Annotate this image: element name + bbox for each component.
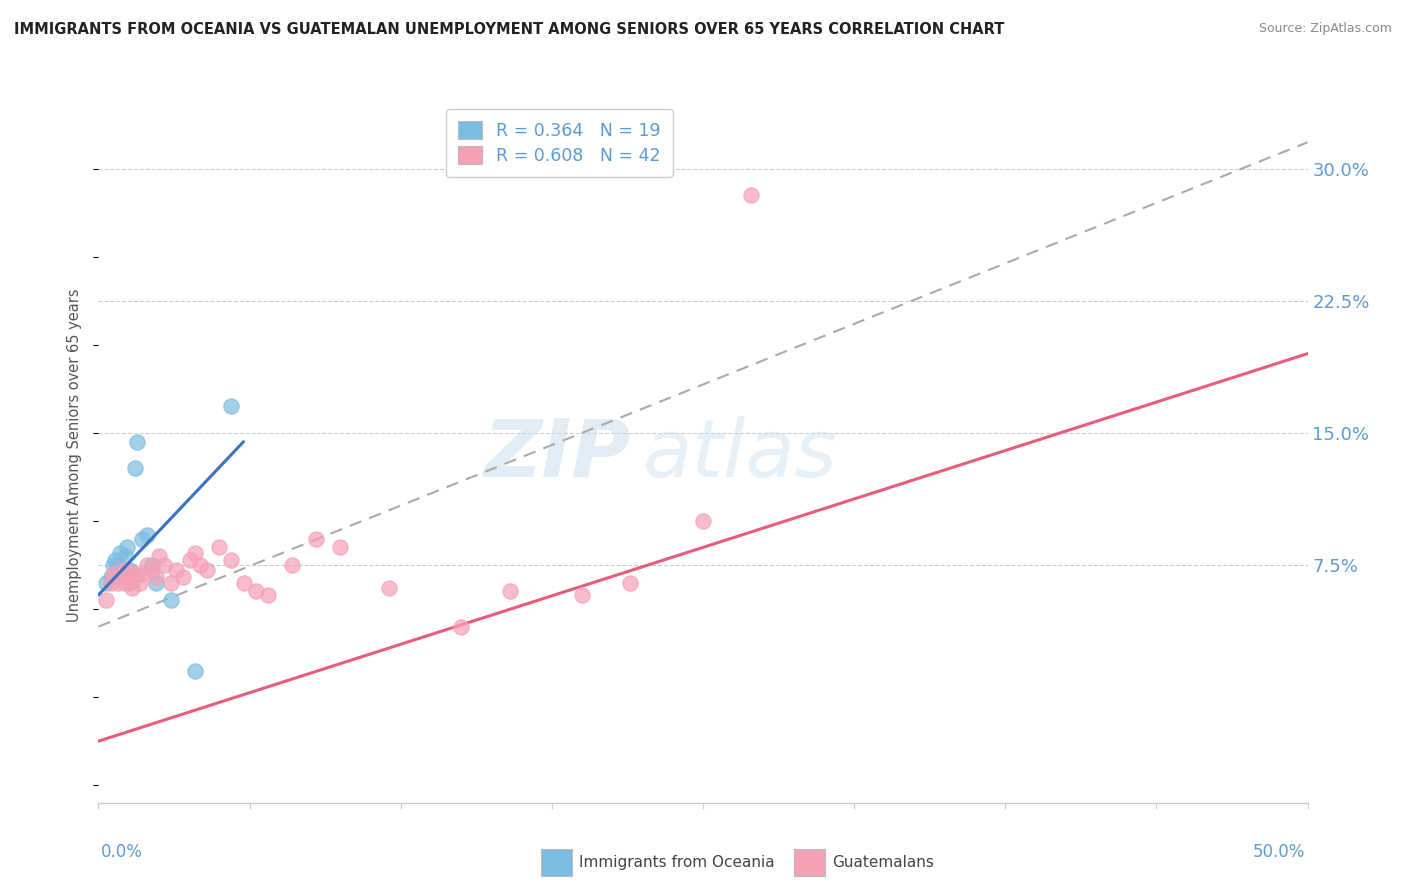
Text: 50.0%: 50.0% bbox=[1253, 843, 1305, 861]
Point bbox=[117, 563, 139, 577]
Point bbox=[179, 552, 201, 566]
Point bbox=[101, 566, 124, 581]
Point bbox=[172, 570, 194, 584]
Point bbox=[100, 575, 122, 590]
Point bbox=[135, 528, 157, 542]
Point bbox=[232, 575, 254, 590]
Point bbox=[184, 546, 207, 560]
Point bbox=[208, 541, 231, 555]
Point bbox=[107, 558, 129, 572]
Point bbox=[221, 552, 243, 566]
Point bbox=[121, 581, 143, 595]
Point bbox=[305, 532, 328, 546]
Point bbox=[377, 581, 399, 595]
Text: 0.0%: 0.0% bbox=[101, 843, 143, 861]
Point bbox=[118, 563, 141, 577]
Point bbox=[101, 558, 124, 572]
Legend: R = 0.364   N = 19, R = 0.608   N = 42: R = 0.364 N = 19, R = 0.608 N = 42 bbox=[446, 109, 673, 177]
Point bbox=[141, 563, 163, 577]
Text: Immigrants from Oceania: Immigrants from Oceania bbox=[579, 855, 775, 870]
Point bbox=[141, 558, 163, 572]
Point bbox=[127, 566, 149, 581]
Point bbox=[160, 575, 183, 590]
Text: IMMIGRANTS FROM OCEANIA VS GUATEMALAN UNEMPLOYMENT AMONG SENIORS OVER 65 YEARS C: IMMIGRANTS FROM OCEANIA VS GUATEMALAN UN… bbox=[14, 22, 1004, 37]
Point bbox=[740, 188, 762, 202]
Point bbox=[111, 563, 134, 577]
Point bbox=[195, 563, 218, 577]
Point bbox=[124, 570, 146, 584]
Point bbox=[114, 549, 136, 564]
Point bbox=[111, 563, 134, 577]
Point bbox=[108, 546, 131, 560]
Point bbox=[145, 570, 167, 584]
Point bbox=[135, 558, 157, 572]
Point bbox=[117, 541, 139, 555]
Text: Guatemalans: Guatemalans bbox=[832, 855, 934, 870]
Point bbox=[114, 575, 136, 590]
Point bbox=[94, 593, 117, 607]
Point bbox=[619, 575, 641, 590]
Point bbox=[221, 400, 243, 414]
Point bbox=[498, 584, 520, 599]
Point bbox=[692, 514, 714, 528]
Text: atlas: atlas bbox=[643, 416, 838, 494]
Point bbox=[128, 575, 150, 590]
Text: Source: ZipAtlas.com: Source: ZipAtlas.com bbox=[1258, 22, 1392, 36]
Point bbox=[256, 588, 278, 602]
Point bbox=[107, 575, 129, 590]
Point bbox=[100, 570, 122, 584]
Text: ZIP: ZIP bbox=[484, 416, 630, 494]
Point bbox=[94, 575, 117, 590]
Point bbox=[245, 584, 267, 599]
Point bbox=[148, 549, 170, 564]
Point bbox=[131, 566, 153, 581]
Point bbox=[104, 552, 127, 566]
Point bbox=[184, 664, 207, 678]
Point bbox=[329, 541, 352, 555]
Point bbox=[145, 575, 167, 590]
Point bbox=[160, 593, 183, 607]
Y-axis label: Unemployment Among Seniors over 65 years: Unemployment Among Seniors over 65 years bbox=[67, 288, 83, 622]
Point bbox=[571, 588, 593, 602]
Point bbox=[188, 558, 211, 572]
Point bbox=[118, 575, 141, 590]
Point bbox=[281, 558, 304, 572]
Point bbox=[131, 532, 153, 546]
Point bbox=[152, 558, 174, 572]
Point bbox=[124, 461, 146, 475]
Point bbox=[450, 620, 472, 634]
Point bbox=[104, 570, 127, 584]
Point bbox=[108, 570, 131, 584]
Point bbox=[165, 563, 187, 577]
Point bbox=[127, 434, 149, 449]
